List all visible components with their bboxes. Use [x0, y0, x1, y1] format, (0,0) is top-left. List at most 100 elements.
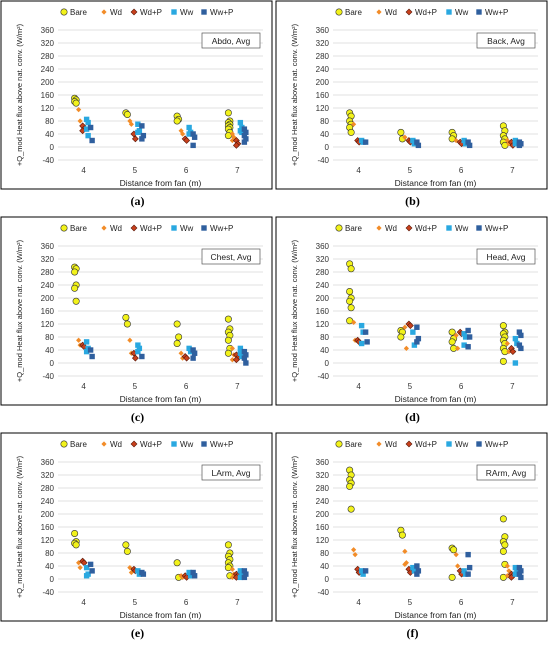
y-tick-label: 320 — [41, 471, 55, 480]
data-point — [243, 571, 249, 577]
data-point — [229, 357, 235, 363]
legend-item: Ww+P — [476, 8, 508, 17]
data-point — [136, 345, 143, 352]
y-tick-label: 240 — [316, 281, 330, 290]
data-point — [347, 128, 355, 136]
data-point — [76, 107, 82, 113]
data-point — [362, 568, 369, 574]
data-point — [504, 563, 510, 569]
data-point — [358, 322, 365, 329]
y-axis-label: +Q_mod Heat flux above nat. conv. (W/m²) — [290, 455, 299, 598]
legend-item: Ww+P — [476, 440, 508, 449]
y-tick-label: 360 — [316, 26, 330, 35]
data-point — [516, 342, 523, 348]
data-point — [397, 333, 405, 341]
y-tick-label: 320 — [316, 471, 330, 480]
y-tick-label: 160 — [316, 523, 330, 532]
legend-marker — [60, 8, 68, 16]
data-point — [518, 568, 524, 574]
y-tick-label: 0 — [325, 359, 330, 368]
data-point — [139, 123, 145, 129]
data-point — [455, 345, 461, 351]
data-point — [516, 142, 523, 149]
y-tick-label: 80 — [45, 549, 54, 558]
y-tick-label: 160 — [41, 523, 55, 532]
data-point — [415, 142, 422, 149]
y-tick-label: 240 — [41, 497, 55, 506]
data-point — [518, 332, 524, 339]
data-point — [237, 350, 244, 356]
y-axis-label: +Q_mod Heat flux above nat. conv. (W/m²) — [15, 239, 24, 382]
data-point — [175, 333, 183, 341]
legend-label: Wd+P — [140, 224, 162, 233]
x-tick-label: 5 — [133, 166, 138, 175]
y-tick-label: 40 — [320, 130, 329, 139]
legend-item: Ww+P — [476, 224, 508, 233]
legend-item: Wd+P — [405, 440, 437, 449]
data-point — [135, 348, 141, 355]
y-tick-label: 80 — [320, 117, 329, 126]
data-point — [237, 119, 244, 126]
data-point — [241, 139, 248, 145]
y-tick-label: 160 — [316, 307, 330, 316]
y-tick-label: 0 — [325, 575, 330, 584]
legend-label: Wd — [110, 224, 122, 233]
chart-panel-2: -40 0 40 80 120 160 200 240 280 320 360 4 5 6 7 Distanc… — [0, 216, 275, 431]
data-point — [229, 345, 235, 351]
data-point — [448, 573, 456, 581]
data-point — [239, 129, 245, 136]
y-tick-label: 320 — [316, 39, 330, 48]
y-tick-label: 0 — [50, 575, 55, 584]
legend-marker — [476, 441, 482, 447]
data-point — [415, 335, 422, 342]
legend-marker — [376, 9, 382, 15]
data-point — [123, 547, 131, 555]
y-tick-label: 120 — [41, 536, 55, 545]
panel-label-box — [476, 32, 536, 49]
data-point — [122, 541, 130, 549]
data-point — [83, 126, 90, 132]
data-point — [512, 335, 519, 342]
data-point — [402, 134, 408, 140]
legend-label: Bare — [70, 224, 87, 233]
y-tick-label: 80 — [320, 333, 329, 342]
legend-item: Bare — [60, 8, 87, 17]
y-tick-label: 160 — [316, 91, 330, 100]
data-point — [186, 569, 192, 576]
legend-label: Ww — [455, 8, 469, 17]
legend-label: Ww — [180, 440, 194, 449]
data-point — [173, 320, 181, 328]
data-point — [499, 322, 507, 330]
data-point — [402, 324, 408, 330]
data-point — [224, 336, 232, 344]
y-tick-label: 280 — [41, 52, 55, 61]
y-tick-label: 120 — [41, 320, 55, 329]
x-tick-label: 5 — [408, 166, 413, 175]
legend-marker — [171, 225, 177, 231]
data-point — [140, 132, 147, 139]
legend-marker — [201, 441, 207, 447]
data-point — [415, 568, 422, 574]
data-point — [347, 505, 355, 513]
data-point — [358, 568, 365, 574]
legend-marker — [201, 225, 207, 231]
panel-caption-text: (f) — [406, 626, 419, 640]
legend-label: Bare — [345, 8, 362, 17]
legend-marker — [335, 8, 343, 16]
x-tick-label: 6 — [184, 598, 189, 607]
data-point — [499, 515, 507, 523]
data-point — [453, 332, 459, 338]
panel-label-text: Head, Avg — [486, 252, 525, 262]
y-tick-label: 200 — [316, 510, 330, 519]
data-point — [512, 360, 519, 366]
legend-marker — [130, 224, 138, 232]
chart-svg: -40 0 40 80 120 160 200 240 280 320 360 4 5 6 7 Distanc… — [275, 216, 548, 406]
legend-marker — [446, 225, 452, 231]
panel-label-box — [201, 32, 261, 49]
y-tick-label: 0 — [325, 143, 330, 152]
data-point — [191, 134, 198, 140]
x-axis-label: Distance from fan (m) — [120, 394, 202, 404]
legend-label: Ww+P — [210, 224, 233, 233]
y-tick-label: -40 — [42, 372, 54, 381]
legend-marker — [171, 441, 177, 447]
